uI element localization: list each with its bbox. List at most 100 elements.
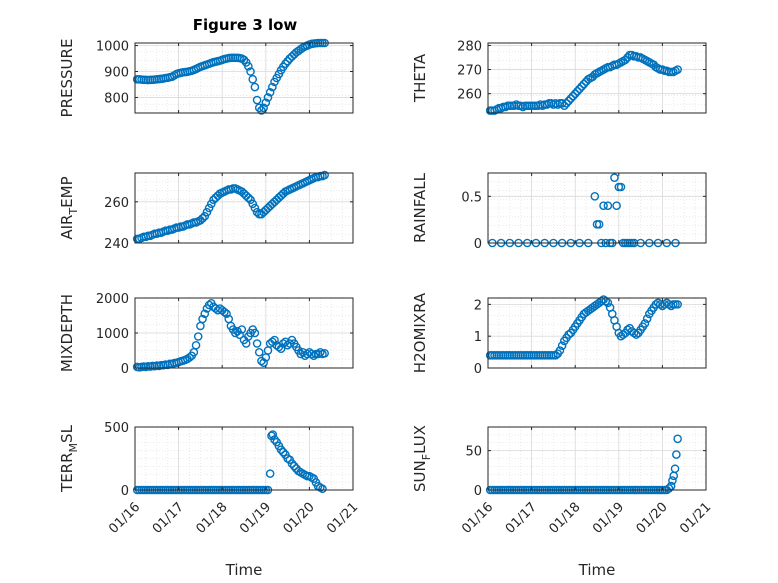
y-tick-label: 2000 <box>96 292 129 307</box>
data-point <box>566 94 576 103</box>
data-point <box>318 484 327 494</box>
data-point <box>202 207 212 217</box>
data-point <box>670 464 680 474</box>
data-point <box>673 434 682 444</box>
x-axis-label: Time <box>578 561 616 579</box>
data-point <box>259 358 268 368</box>
x-axis-label: Time <box>225 561 263 579</box>
y-tick-label: 260 <box>457 88 482 103</box>
y-tick-label: 1000 <box>96 40 129 55</box>
data-point <box>193 332 203 341</box>
data-point <box>250 328 260 338</box>
axes-frame <box>487 426 707 491</box>
subplot-4: 0.5 0 RAINFALL <box>411 172 707 252</box>
data-point <box>610 173 619 182</box>
data-point <box>599 201 608 210</box>
data-point <box>276 445 286 454</box>
data-point <box>673 300 682 309</box>
data-point <box>287 459 297 468</box>
data-point <box>200 309 210 319</box>
data-point <box>250 82 260 92</box>
data-point <box>555 346 565 355</box>
data-point <box>270 335 279 345</box>
data-point <box>283 56 292 66</box>
figure-title: Figure 3 low <box>193 16 298 34</box>
data-point <box>276 344 286 354</box>
data-point <box>246 67 255 76</box>
data-point <box>248 74 258 84</box>
data-point <box>263 93 273 102</box>
subplot-3: 260 240 AIRTEMP <box>58 170 354 252</box>
data-point <box>590 192 600 201</box>
subplot-5: 2000 1000 0 MIXDEPTH <box>58 292 354 377</box>
data-point <box>551 350 560 360</box>
y-tick-label: 260 <box>104 196 129 211</box>
data-point <box>254 347 264 357</box>
data-point <box>568 91 578 101</box>
data-point <box>673 65 682 74</box>
data-point <box>664 484 674 493</box>
data-point <box>185 353 194 362</box>
data-point <box>564 96 573 106</box>
data-point <box>244 193 253 203</box>
data-point <box>631 330 641 339</box>
data-point <box>278 447 288 457</box>
data-point <box>252 339 262 348</box>
data-point <box>281 59 290 69</box>
data-point <box>573 86 582 96</box>
y-tick-label: 1000 <box>96 327 129 342</box>
data-point <box>191 340 201 350</box>
y-tick-label: 1 <box>474 330 482 345</box>
y-tick-label: 0 <box>474 237 482 252</box>
data-point <box>230 328 240 338</box>
data-point <box>570 89 580 98</box>
y-tick-label: 270 <box>457 64 482 79</box>
data-point <box>309 351 319 361</box>
data-point <box>220 307 229 317</box>
data-point <box>261 98 271 107</box>
y-tick-label: 0.5 <box>461 190 482 205</box>
y-tick-label: 280 <box>457 39 482 54</box>
data-point <box>579 79 589 89</box>
axes-frame <box>487 42 707 114</box>
data-point <box>562 99 571 108</box>
data-point <box>577 82 587 91</box>
subplot-2: 280 270 260 THETA <box>411 39 707 115</box>
axes-frame <box>487 297 707 369</box>
data-point <box>198 213 207 223</box>
y-tick-label: 240 <box>104 237 129 252</box>
y-tick-label: 50 <box>465 445 482 460</box>
data-point <box>257 106 266 115</box>
data-point <box>557 341 567 351</box>
y-axis-label: H2OMIXRA <box>411 292 429 373</box>
data-point <box>246 195 255 205</box>
axes-frame <box>134 172 354 244</box>
y-axis-label: AIRTEMP <box>58 176 80 239</box>
data-point <box>564 330 573 339</box>
data-point <box>315 347 325 357</box>
data-point <box>206 199 216 209</box>
data-point <box>198 314 207 324</box>
data-point <box>244 62 253 71</box>
y-tick-label: 0 <box>121 362 129 377</box>
data-point <box>289 461 299 471</box>
data-point <box>668 476 677 485</box>
data-point <box>200 211 210 221</box>
data-point <box>621 55 630 65</box>
data-point <box>265 469 275 478</box>
y-axis-label: MIXDEPTH <box>58 294 76 372</box>
y-axis-label: RAINFALL <box>411 172 429 243</box>
data-point <box>629 328 639 338</box>
y-tick-label: 800 <box>104 91 129 106</box>
y-axis-label: SUNFLUX <box>411 425 433 492</box>
data-point <box>252 95 262 105</box>
data-point <box>222 309 231 319</box>
data-point <box>560 101 569 111</box>
y-tick-label: 0 <box>121 484 129 499</box>
data-point <box>320 348 329 358</box>
data-point <box>320 170 329 180</box>
subplot-6: 2 1 0 H2OMIXRA <box>411 292 707 377</box>
data-point <box>642 314 652 323</box>
y-axis-label: THETA <box>411 53 429 103</box>
